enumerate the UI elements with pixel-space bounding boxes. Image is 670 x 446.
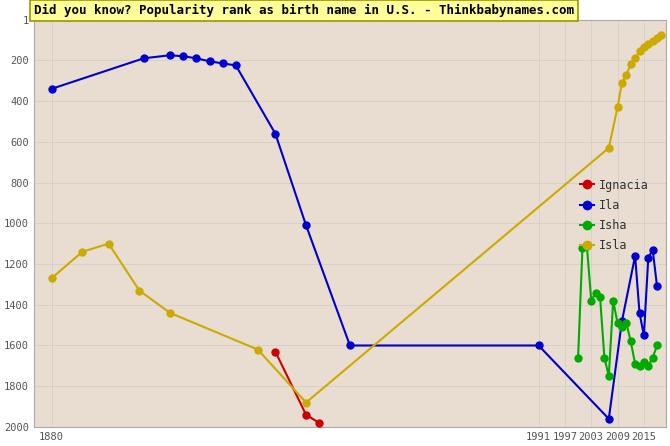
Isla [105, 241, 113, 246]
Isla [614, 104, 622, 110]
Isla [640, 45, 648, 50]
Ila [605, 416, 613, 421]
Ila [48, 86, 56, 91]
Ila [649, 247, 657, 252]
Isla [649, 38, 657, 44]
Isha [578, 245, 586, 250]
Ila [618, 318, 626, 324]
Isha [622, 320, 630, 326]
Ila [635, 310, 643, 316]
Isla [135, 288, 143, 293]
Ila [166, 53, 174, 58]
Isha [605, 373, 613, 379]
Isha [649, 355, 657, 360]
Ila [232, 63, 240, 68]
Ila [631, 253, 639, 259]
Ila [271, 131, 279, 136]
Isha [626, 339, 634, 344]
Isha [635, 363, 643, 368]
Isha [640, 359, 648, 364]
Ila [192, 56, 200, 61]
Isla [657, 32, 665, 37]
Isha [587, 298, 595, 303]
Isha [600, 355, 608, 360]
Isha [596, 294, 604, 299]
Isha [618, 325, 626, 330]
Isha [609, 298, 617, 303]
Isla [78, 249, 86, 255]
Line: Isha: Isha [575, 242, 661, 380]
Isha [653, 343, 661, 348]
Line: Ignacia: Ignacia [272, 348, 323, 426]
Text: Did you know? Popularity rank as birth name in U.S. - Thinkbabynames.com: Did you know? Popularity rank as birth n… [34, 4, 574, 17]
Isla [631, 56, 639, 61]
Ila [206, 59, 214, 64]
Line: Isla: Isla [48, 31, 665, 406]
Ignacia [315, 420, 323, 425]
Isla [302, 400, 310, 405]
Isha [631, 361, 639, 367]
Ila [645, 255, 653, 260]
Ila [535, 343, 543, 348]
Isla [254, 347, 262, 352]
Ila [653, 284, 661, 289]
Ila [640, 333, 648, 338]
Isla [635, 49, 643, 54]
Ila [218, 61, 226, 66]
Isla [622, 72, 630, 77]
Isha [574, 355, 582, 360]
Isla [626, 62, 634, 67]
Ignacia [271, 349, 279, 354]
Ignacia [302, 412, 310, 417]
Isla [48, 276, 56, 281]
Ila [179, 54, 187, 59]
Ila [302, 223, 310, 228]
Ila [346, 343, 354, 348]
Isha [583, 243, 591, 248]
Line: Ila: Ila [48, 52, 661, 422]
Isha [645, 363, 653, 368]
Isla [605, 145, 613, 151]
Isha [592, 290, 600, 295]
Isla [166, 310, 174, 316]
Isla [618, 80, 626, 86]
Isla [653, 35, 661, 41]
Isla [645, 41, 653, 47]
Isha [614, 320, 622, 326]
Ila [140, 56, 148, 61]
Legend: Ignacia, Ila, Isha, Isla: Ignacia, Ila, Isha, Isla [576, 174, 654, 256]
